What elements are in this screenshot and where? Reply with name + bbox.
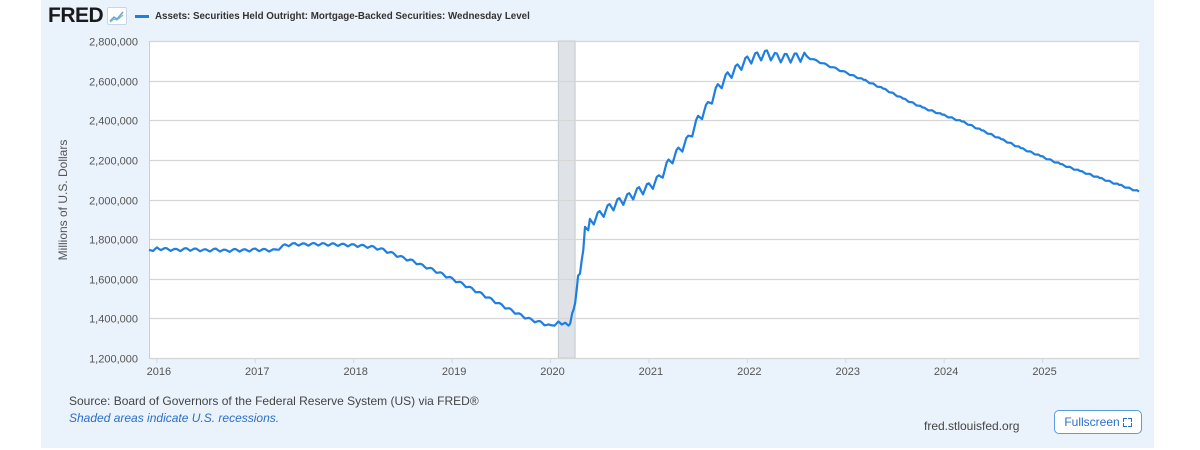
recession-note: Shaded areas indicate U.S. recessions. (69, 411, 280, 425)
x-tick-label: 2024 (934, 366, 958, 378)
x-tick-label: 2017 (245, 366, 269, 378)
y-tick-label: 1,600,000 (89, 275, 138, 287)
fred-logo[interactable]: FRED (48, 4, 104, 27)
series-line (148, 49, 1140, 327)
fullscreen-button[interactable]: Fullscreen (1054, 410, 1142, 434)
x-tick-label: 2021 (639, 366, 663, 378)
chart-header: FRED Assets: Securities Held Outright: M… (48, 5, 558, 27)
y-tick-label: 2,200,000 (89, 156, 138, 168)
source-text: Source: Board of Governors of the Federa… (69, 394, 479, 408)
fullscreen-label: Fullscreen (1064, 415, 1120, 429)
x-tick-label: 2019 (442, 366, 466, 378)
x-tick-label: 2022 (737, 366, 761, 378)
x-tick-label: 2023 (835, 366, 859, 378)
y-tick-label: 1,200,000 (89, 354, 138, 366)
y-tick-label: 2,800,000 (89, 37, 138, 49)
y-tick-label: 2,000,000 (89, 196, 138, 208)
x-tick-label: 2025 (1032, 366, 1056, 378)
y-tick-label: 2,400,000 (89, 116, 138, 128)
y-tick-label: 1,400,000 (89, 314, 138, 326)
line-chart: 1,200,000 1,400,000 1,600,000 1,800,000 2,00… (56, 37, 1140, 378)
plot-area (149, 41, 1139, 358)
legend-line-swatch (135, 14, 150, 18)
fullscreen-icon (1122, 417, 1132, 427)
graph-icon (107, 7, 128, 25)
y-axis-label: Millions of U.S. Dollars (56, 140, 70, 261)
site-link[interactable]: fred.stlouisfed.org (924, 419, 1020, 433)
x-tick-label: 2016 (147, 366, 171, 378)
y-tick-label: 1,800,000 (89, 235, 138, 247)
y-tick-label: 2,600,000 (89, 77, 138, 89)
legend-series-title: Assets: Securities Held Outright: Mortga… (155, 10, 530, 22)
x-tick-label: 2018 (343, 366, 367, 378)
x-tick-label: 2020 (540, 366, 564, 378)
